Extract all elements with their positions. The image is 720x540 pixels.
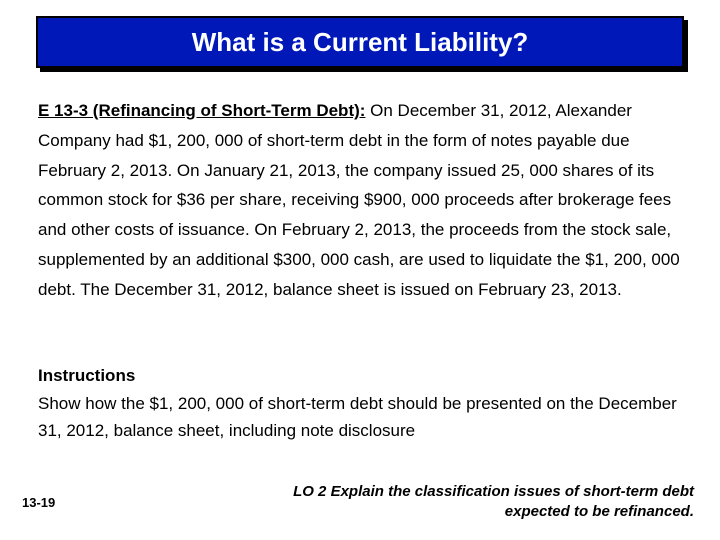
problem-text: On December 31, 2012, Alexander Company … xyxy=(38,101,680,299)
title-bar: What is a Current Liability? xyxy=(36,16,684,68)
title-text: What is a Current Liability? xyxy=(192,27,529,58)
instructions-text: Show how the $1, 200, 000 of short-term … xyxy=(38,390,686,445)
instructions-heading: Instructions xyxy=(38,362,686,390)
slide-number: 13-19 xyxy=(22,495,55,510)
learning-objective: LO 2 Explain the classification issues o… xyxy=(264,482,694,523)
problem-label: E 13-3 (Refinancing of Short-Term Debt): xyxy=(38,101,365,120)
problem-body: E 13-3 (Refinancing of Short-Term Debt):… xyxy=(38,96,686,304)
instructions-block: Instructions Show how the $1, 200, 000 o… xyxy=(38,362,686,445)
